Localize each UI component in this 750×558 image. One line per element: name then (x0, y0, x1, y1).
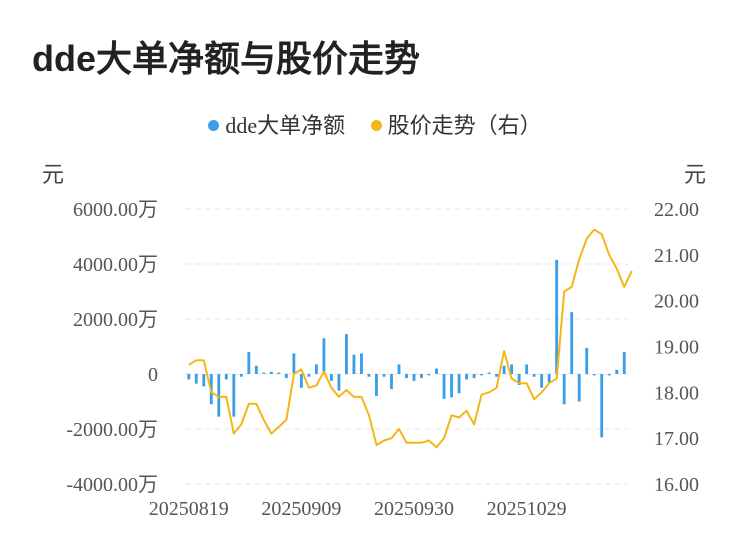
dde-bar (540, 374, 544, 388)
right-tick-label: 19.00 (654, 337, 699, 359)
dde-bar (375, 374, 378, 396)
left-tick-label: 0 (148, 364, 158, 386)
legend-label-price: 股价走势（右） (387, 113, 542, 138)
dde-bar (390, 374, 393, 390)
dde-bar (405, 374, 408, 379)
dde-bar (232, 374, 236, 417)
dde-bar (412, 374, 416, 381)
dde-bar (435, 368, 438, 374)
dde-bar (194, 374, 198, 384)
x-tick-label: 20250909 (261, 498, 341, 520)
dde-bar (592, 374, 596, 376)
dde-bar (562, 374, 566, 405)
dde-bar (547, 374, 551, 383)
dde-bar (615, 369, 619, 374)
price-line (188, 228, 633, 449)
dde-bar (345, 334, 348, 374)
right-tick-label: 18.00 (654, 382, 699, 404)
dde-bar (382, 374, 386, 377)
dde-bar (517, 374, 521, 385)
dde-bar (622, 352, 626, 374)
dde-bar (577, 374, 581, 402)
left-tick-label: 6000.00万 (73, 199, 158, 221)
left-tick-label: -2000.00万 (66, 419, 158, 441)
dde-bar (570, 312, 574, 374)
dde-bar (239, 374, 243, 377)
dde-bar (532, 374, 536, 377)
dde-bar (442, 374, 446, 399)
dde-bar (525, 364, 529, 374)
right-tick-label: 21.00 (654, 245, 699, 267)
legend-dot-dde-icon (208, 120, 220, 131)
dde-bar (472, 374, 476, 379)
dde-bar (360, 353, 363, 374)
dde-bar (307, 374, 311, 377)
dde-bar (502, 365, 506, 374)
dde-bar (299, 374, 303, 388)
dde-bar (329, 374, 333, 381)
dde-bar (262, 372, 266, 374)
right-tick-label: 17.00 (654, 428, 699, 450)
dde-bar (337, 374, 341, 391)
dde-bar (217, 374, 221, 417)
dde-bar (465, 374, 468, 380)
dde-bar (420, 374, 423, 379)
x-tick-label: 20250819 (149, 498, 229, 520)
dde-bar (277, 372, 281, 374)
dde-bar (352, 354, 356, 374)
dde-bar (585, 347, 589, 374)
dde-bar (254, 365, 258, 374)
legend-item-price[interactable]: 股价走势（右） (370, 108, 542, 140)
dde-bar (224, 374, 228, 380)
dde-bar (510, 364, 514, 374)
right-tick-label: 20.00 (654, 291, 699, 313)
dde-bar (607, 374, 611, 376)
dde-bar (284, 374, 288, 379)
left-tick-label: -4000.00万 (66, 474, 158, 496)
dde-bar (292, 353, 296, 374)
right-tick-label: 16.00 (654, 474, 699, 496)
x-tick-label: 20251029 (487, 498, 567, 520)
dde-bar (202, 374, 206, 387)
dde-bar (600, 374, 604, 438)
left-tick-label: 4000.00万 (73, 254, 158, 276)
dde-bar (269, 371, 273, 374)
legend: dde大单净额 股价走势（右） (0, 108, 750, 140)
dde-bar (247, 352, 251, 374)
dde-bar (450, 374, 453, 398)
legend-dot-price-icon (370, 120, 382, 131)
dde-bar (480, 374, 484, 376)
dde-bar (555, 259, 559, 374)
dde-bar (322, 338, 326, 374)
chart-title: dde大单净额与股价走势 (32, 38, 421, 79)
x-tick-label: 20250930 (374, 498, 454, 520)
dde-bar (397, 364, 401, 374)
dde-bar (187, 374, 191, 380)
legend-label-dde: dde大单净额 (225, 113, 346, 138)
dde-bar (427, 374, 431, 376)
dde-bar (367, 374, 371, 377)
dde-bar (487, 372, 491, 374)
left-axis-unit: 元 (42, 162, 65, 187)
left-tick-label: 2000.00万 (73, 309, 158, 331)
right-tick-label: 22.00 (654, 199, 699, 221)
legend-item-dde[interactable]: dde大单净额 (208, 108, 345, 140)
dde-bar (495, 374, 499, 377)
dde-bar (457, 374, 461, 394)
right-axis-unit: 元 (684, 162, 707, 187)
dde-bar (314, 364, 318, 374)
